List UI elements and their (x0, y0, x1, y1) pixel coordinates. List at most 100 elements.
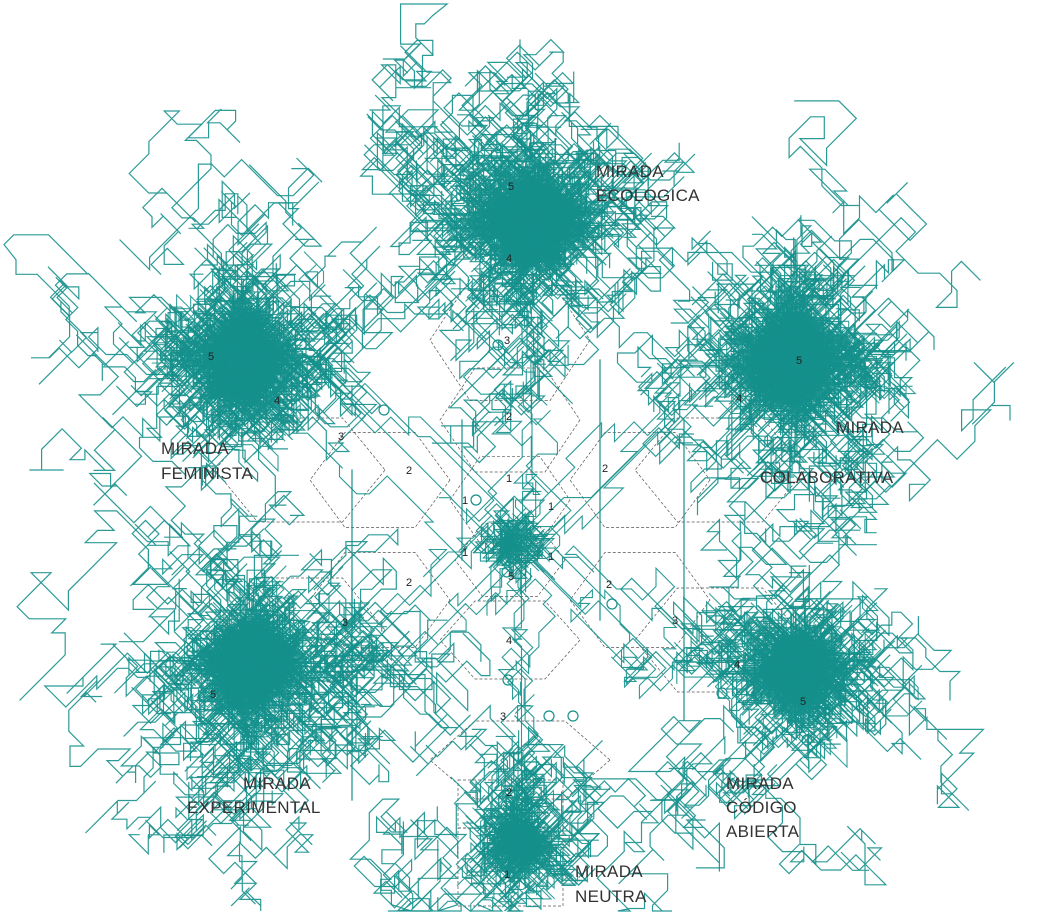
walk-trail (212, 670, 397, 828)
walk-trail (364, 631, 491, 777)
walk-trail (127, 548, 342, 856)
ring-number: 2 (506, 787, 512, 799)
ring-number: 5 (508, 571, 514, 583)
ring-number: 3 (338, 431, 344, 443)
walk-trail (128, 108, 303, 291)
label-line: NEUTRA (575, 887, 647, 906)
walk-trail (366, 94, 579, 252)
ring-number: 1 (462, 547, 468, 559)
label-mirada-neutra: MIRADA NEUTRA (575, 862, 647, 906)
grid-hexagon (309, 432, 451, 528)
node-marker (535, 854, 547, 866)
walk-trail (781, 218, 902, 308)
walk-trail (348, 798, 521, 912)
walk-trail (487, 114, 644, 296)
node-marker (492, 339, 504, 351)
label-line: EXPERIMENTAL (187, 798, 321, 817)
walk-trail (87, 272, 269, 416)
label-mirada-experimental: MIRADA EXPERIMENTAL (187, 774, 321, 817)
walk-trail (457, 38, 569, 192)
grid-hexagon (439, 600, 581, 680)
walk-trail (709, 530, 901, 706)
ring-number: 4 (506, 253, 512, 265)
ring-number: 3 (342, 617, 348, 629)
label-mirada-ecologica: MIRADA ECOLOGICA (596, 162, 700, 205)
node-marker (378, 404, 390, 416)
walk-trail (382, 3, 550, 265)
walk-trail (458, 704, 725, 880)
walk-trail (360, 126, 525, 294)
walk-trail (475, 514, 533, 616)
ring-number: 1 (548, 501, 554, 513)
grid-hexagon (569, 432, 711, 528)
walk-trail (206, 245, 405, 446)
node-marker (501, 566, 513, 578)
label-line: COLABORATIVA (760, 468, 894, 487)
walk-trail (693, 606, 893, 755)
walk-trail (525, 304, 828, 559)
walk-trail (16, 510, 203, 701)
label-line: MIRADA (836, 418, 904, 437)
walk-trail (715, 777, 888, 886)
ring-number: 4 (506, 635, 512, 647)
random-walk-trails (3, 3, 1015, 913)
label-line: MIRADA (726, 774, 794, 793)
walk-trail (526, 337, 813, 537)
walk-trail (670, 286, 871, 463)
walk-trail (164, 427, 306, 576)
label-line: ABIERTA (726, 822, 800, 841)
walk-trail (208, 336, 556, 581)
walk-trail (214, 333, 500, 570)
grid-hexagon (214, 417, 386, 523)
ring-number: 5 (508, 181, 514, 193)
walk-trail (640, 216, 981, 396)
node-marker (502, 674, 514, 686)
walk-trail (169, 300, 284, 433)
grid-hexagon (569, 552, 711, 648)
walk-trail (175, 641, 394, 849)
ring-number: 5 (800, 696, 806, 708)
label-line: ECOLOGICA (596, 186, 700, 205)
label-line: MIRADA (243, 774, 311, 793)
label-line: FEMINISTA (161, 464, 253, 483)
walk-trail (225, 558, 448, 773)
ring-number: 4 (274, 395, 280, 407)
walk-trail (153, 306, 382, 416)
walk-trail (788, 100, 928, 242)
node-marker (470, 494, 482, 506)
node-marker (567, 710, 579, 722)
walk-trail (367, 114, 677, 305)
walk-trail (677, 635, 879, 810)
grid-hexagon (309, 552, 451, 648)
ring-number: 1 (462, 495, 468, 507)
walk-trail (465, 525, 571, 876)
ring-number: 3 (504, 335, 510, 347)
node-marker (543, 710, 555, 722)
walk-trail (132, 578, 365, 681)
walk-trail (490, 184, 573, 551)
label-line: CÓDIGO (726, 798, 797, 817)
walk-trail (817, 414, 908, 564)
ring-number: 4 (734, 659, 740, 671)
walk-trail (119, 157, 354, 363)
walk-trail (191, 534, 521, 700)
node-markers (378, 339, 813, 866)
node-marker (500, 800, 512, 812)
label-line: MIRADA (575, 862, 643, 881)
node-marker (606, 598, 618, 610)
ring-number: 2 (606, 579, 612, 591)
walk-trail (208, 815, 315, 911)
walk-trail (168, 251, 286, 422)
label-mirada-feminista: MIRADA FEMINISTA (161, 439, 253, 483)
walk-trail (703, 590, 848, 722)
ring-number: 2 (406, 577, 412, 589)
ring-number: 2 (602, 463, 608, 475)
walk-trail (487, 473, 546, 559)
walk-trail (217, 269, 345, 373)
ring-number: 2 (406, 465, 412, 477)
walk-trail (521, 328, 845, 559)
walk-trail (3, 234, 187, 477)
label-mirada-codigo-abierta: MIRADA CÓDIGO ABIERTA (726, 774, 800, 841)
ring-number: 5 (208, 351, 214, 363)
